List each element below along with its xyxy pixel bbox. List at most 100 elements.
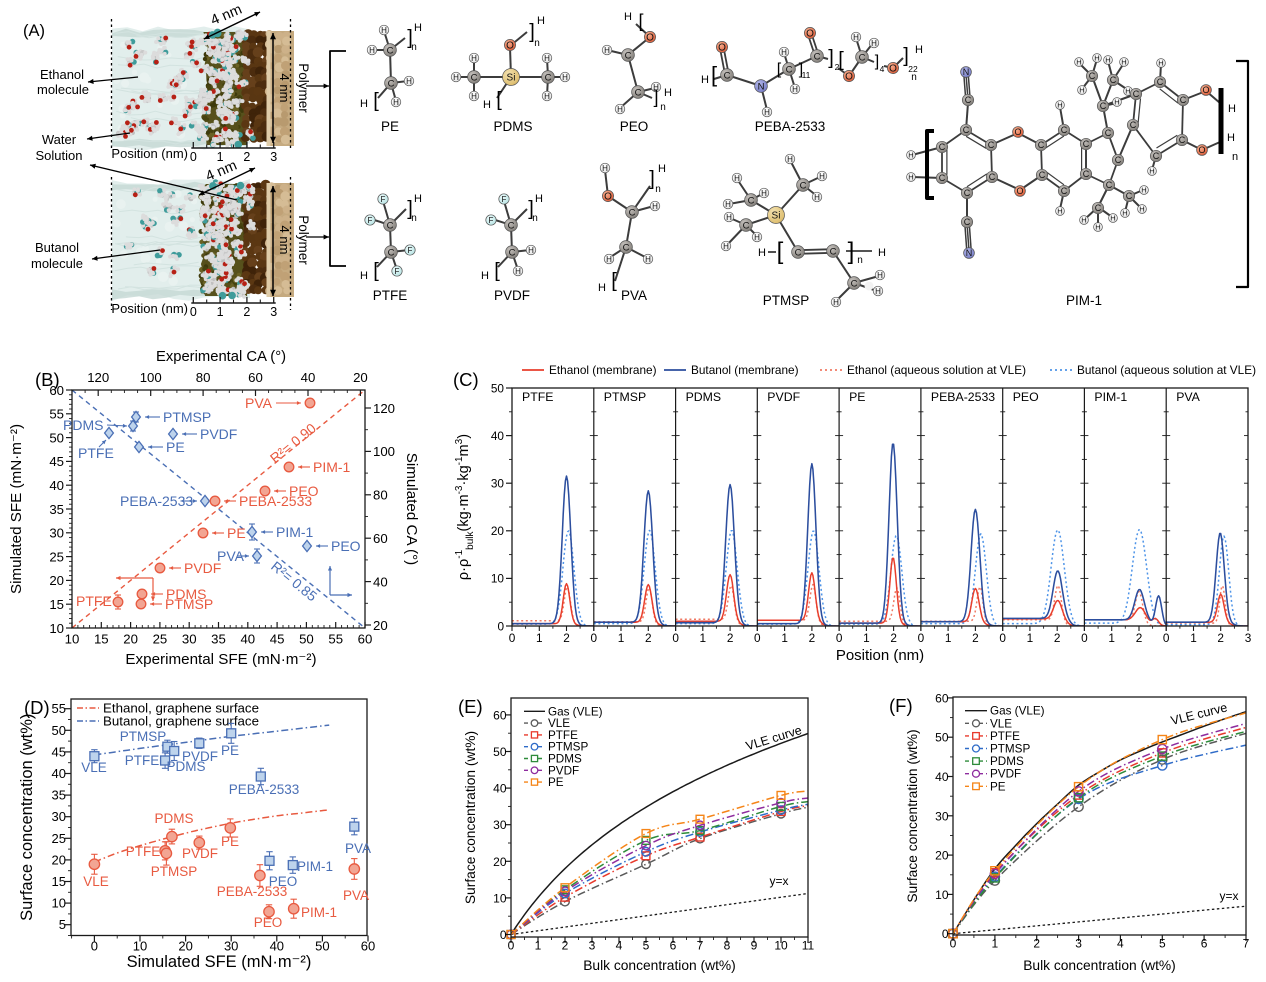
svg-text:H: H (1081, 216, 1086, 225)
svg-text:PTFE: PTFE (373, 288, 408, 303)
svg-text:2: 2 (243, 305, 250, 319)
svg-text:H: H (602, 164, 608, 173)
svg-text:Butanol: Butanol (35, 240, 79, 255)
svg-text:3: 3 (270, 305, 277, 319)
svg-text:H: H (1076, 58, 1081, 67)
svg-text:35: 35 (211, 632, 226, 647)
svg-text:10: 10 (491, 572, 505, 586)
svg-text:PVDF: PVDF (494, 288, 530, 303)
svg-text:PDMS: PDMS (493, 119, 532, 134)
svg-text:PTMSP: PTMSP (120, 729, 167, 744)
svg-text:20: 20 (491, 524, 505, 538)
svg-text:]: ] (649, 168, 655, 190)
svg-text:F: F (395, 267, 400, 276)
svg-text:35: 35 (52, 788, 66, 803)
svg-text:H: H (758, 247, 766, 259)
svg-text:PEO: PEO (1013, 390, 1039, 404)
svg-text:n: n (411, 213, 417, 224)
svg-text:1: 1 (1190, 631, 1197, 645)
svg-text:50: 50 (491, 381, 505, 395)
svg-text:60: 60 (358, 632, 373, 647)
svg-text:H: H (598, 282, 606, 294)
svg-text:40: 40 (52, 766, 66, 781)
svg-text:C: C (1179, 135, 1186, 145)
svg-text:H: H (853, 33, 859, 42)
svg-text:0: 0 (950, 937, 957, 951)
svg-text:C: C (748, 195, 755, 206)
svg-text:]: ] (653, 87, 658, 107)
svg-text:40: 40 (373, 574, 388, 589)
svg-text:20: 20 (49, 573, 64, 588)
svg-text:40: 40 (491, 429, 505, 443)
svg-text:PVDF: PVDF (548, 764, 579, 777)
svg-text:PVA: PVA (1176, 390, 1200, 404)
svg-text:PTFE: PTFE (78, 445, 114, 461)
svg-text:Experimental CA (°): Experimental CA (°) (156, 349, 286, 365)
svg-text:2: 2 (972, 631, 979, 645)
svg-text:F: F (502, 195, 507, 204)
svg-text:H: H (535, 193, 543, 205)
svg-text:H: H (653, 83, 659, 92)
svg-text:C: C (1089, 71, 1096, 81)
svg-text:5: 5 (1159, 937, 1166, 951)
svg-text:1: 1 (217, 150, 224, 164)
svg-text:H: H (414, 193, 422, 205)
svg-text:(B): (B) (35, 369, 60, 390)
svg-text:H: H (1105, 56, 1110, 65)
svg-text:120: 120 (373, 401, 395, 416)
svg-text:40: 40 (301, 370, 316, 385)
svg-text:PEO: PEO (254, 915, 283, 930)
svg-text:PDMS: PDMS (990, 755, 1024, 768)
svg-text:30: 30 (49, 526, 64, 541)
svg-text:2: 2 (243, 150, 250, 164)
svg-text:PTFE: PTFE (990, 730, 1020, 743)
svg-text:PVA: PVA (245, 395, 273, 411)
svg-text:30: 30 (224, 939, 238, 954)
svg-text:PVA: PVA (343, 888, 369, 903)
svg-text:PTMSP: PTMSP (151, 864, 198, 879)
svg-text:C: C (1115, 155, 1122, 165)
svg-text:O: O (604, 192, 612, 203)
svg-text:Polymer: Polymer (296, 215, 311, 265)
svg-text:C: C (625, 50, 632, 61)
svg-text:]: ] (529, 21, 535, 43)
svg-text:20: 20 (123, 632, 138, 647)
svg-text:PTFE: PTFE (76, 593, 112, 609)
svg-text:1: 1 (863, 631, 870, 645)
svg-text:1: 1 (536, 631, 543, 645)
svg-text:PTFE: PTFE (126, 844, 161, 859)
svg-text:60: 60 (935, 691, 949, 705)
svg-text:C: C (851, 278, 858, 289)
svg-text:PVDF: PVDF (184, 560, 221, 576)
svg-text:2: 2 (645, 631, 652, 645)
svg-text:15: 15 (52, 874, 66, 889)
svg-text:VLE: VLE (81, 760, 107, 775)
svg-text:3: 3 (1245, 631, 1252, 645)
svg-text:0: 0 (500, 928, 507, 942)
svg-text:H: H (1079, 86, 1084, 95)
svg-text:PVDF: PVDF (767, 390, 800, 404)
svg-text:C: C (965, 95, 972, 105)
svg-text:C: C (939, 142, 946, 152)
svg-text:0: 0 (591, 631, 598, 645)
svg-text:45: 45 (52, 744, 66, 759)
svg-text:PTMSP: PTMSP (763, 293, 810, 308)
svg-text:H: H (734, 174, 740, 183)
svg-text:C: C (1133, 89, 1140, 99)
svg-text:7: 7 (1243, 937, 1250, 951)
svg-text:PE: PE (548, 776, 564, 789)
svg-text:C: C (786, 64, 793, 75)
svg-text:Gas (VLE): Gas (VLE) (990, 705, 1045, 718)
svg-text:PTMSP: PTMSP (163, 409, 211, 425)
svg-text:55: 55 (328, 632, 343, 647)
svg-text:H: H (723, 242, 729, 251)
svg-text:PE: PE (990, 780, 1006, 793)
svg-text:H: H (781, 48, 787, 57)
svg-text:8: 8 (724, 939, 731, 953)
svg-text:H: H (360, 270, 368, 282)
svg-text:H: H (515, 267, 521, 276)
svg-text:40: 40 (240, 632, 255, 647)
svg-text:2: 2 (890, 631, 897, 645)
svg-text:Ethanol (aqueous solution at V: Ethanol (aqueous solution at VLE) (847, 363, 1026, 377)
svg-text:4: 4 (616, 939, 623, 953)
